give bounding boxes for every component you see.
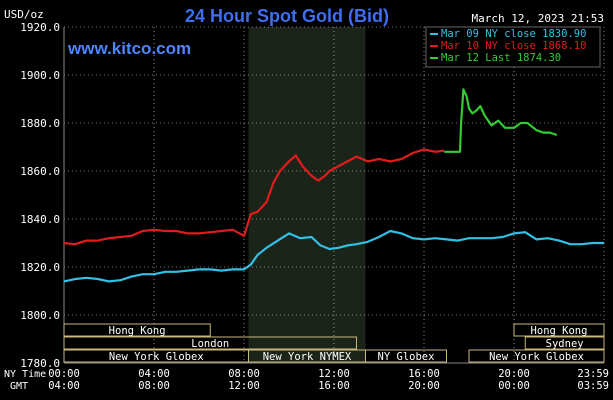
- gmt-tick: 03:59: [577, 380, 609, 392]
- session-label: NY Globex: [378, 351, 435, 363]
- y-tick-label: 1800.0: [20, 309, 60, 322]
- gmt-tick: 20:00: [408, 380, 440, 392]
- nymex-shade-rect: [248, 27, 366, 363]
- series-line-2: [444, 88, 558, 153]
- y-tick-label: 1900.0: [20, 69, 60, 82]
- y-tick-label: 1820.0: [20, 261, 60, 274]
- gmt-tick: 00:00: [498, 380, 530, 392]
- legend-label-1: Mar 10 NY close 1868.10: [441, 40, 586, 52]
- gmt-row-label: GMT: [10, 381, 28, 392]
- gmt-tick: 04:00: [48, 380, 80, 392]
- website-watermark: www.kitco.com: [67, 39, 191, 58]
- legend-label-0: Mar 09 NY close 1830.90: [441, 28, 586, 40]
- chart-title: 24 Hour Spot Gold (Bid): [185, 6, 389, 26]
- nymex-session-shade: [248, 27, 366, 363]
- timestamp: March 12, 2023 21:53: [472, 12, 604, 25]
- legend-box: [425, 26, 601, 68]
- gmt-tick: 16:00: [318, 380, 350, 392]
- ny-time-tick: 23:59: [577, 368, 609, 380]
- y-axis-ticks: 1780.0 1800.0 1820.0 1840.0 1860.0 1880.0 1900…: [20, 21, 60, 370]
- gmt-tick: 08:00: [138, 380, 170, 392]
- y-tick-label: 1920.0: [20, 21, 60, 34]
- ny-time-tick: 12:00: [318, 368, 350, 380]
- ny-time-tick: 00:00: [48, 368, 80, 380]
- unit-label: USD/oz: [4, 8, 44, 21]
- series-line-1: [63, 148, 445, 246]
- session-box-row3-2: [365, 349, 447, 363]
- session-label: Sydney: [546, 338, 584, 350]
- ny-time-tick: 20:00: [498, 368, 530, 380]
- ny-time-row-label: NY Time: [4, 369, 46, 380]
- session-label: New York NYMEX: [263, 351, 352, 363]
- y-tick-label: 1780.0: [20, 357, 60, 370]
- y-tick-label: 1860.0: [20, 165, 60, 178]
- ny-time-tick: 08:00: [228, 368, 260, 380]
- session-label: London: [191, 338, 229, 350]
- session-box-row1-1: [513, 323, 605, 337]
- session-label: Hong Kong: [531, 325, 588, 337]
- grid-lines: [63, 26, 605, 364]
- session-box-row1-0: [63, 323, 211, 337]
- ny-time-tick: 16:00: [408, 368, 440, 380]
- gmt-tick: 12:00: [228, 380, 260, 392]
- legend-label-2: Mar 12 Last 1874.30: [441, 52, 561, 64]
- session-label: Hong Kong: [109, 325, 166, 337]
- session-box-row3-3: [468, 349, 605, 363]
- series-lines: [63, 88, 604, 283]
- ny-time-tick: 04:00: [138, 368, 170, 380]
- session-box-row2-1: [524, 336, 605, 350]
- series-line-0: [63, 229, 604, 283]
- x-axis-ticks: 00:00 04:00 08:00 12:00 16:00 20:00 23:5904:00…: [48, 368, 609, 392]
- y-tick-label: 1880.0: [20, 117, 60, 130]
- y-tick-label: 1840.0: [20, 213, 60, 226]
- session-label: New York Globex: [109, 351, 204, 363]
- session-label: New York Globex: [489, 351, 584, 363]
- session-box-row2-0: [63, 336, 357, 350]
